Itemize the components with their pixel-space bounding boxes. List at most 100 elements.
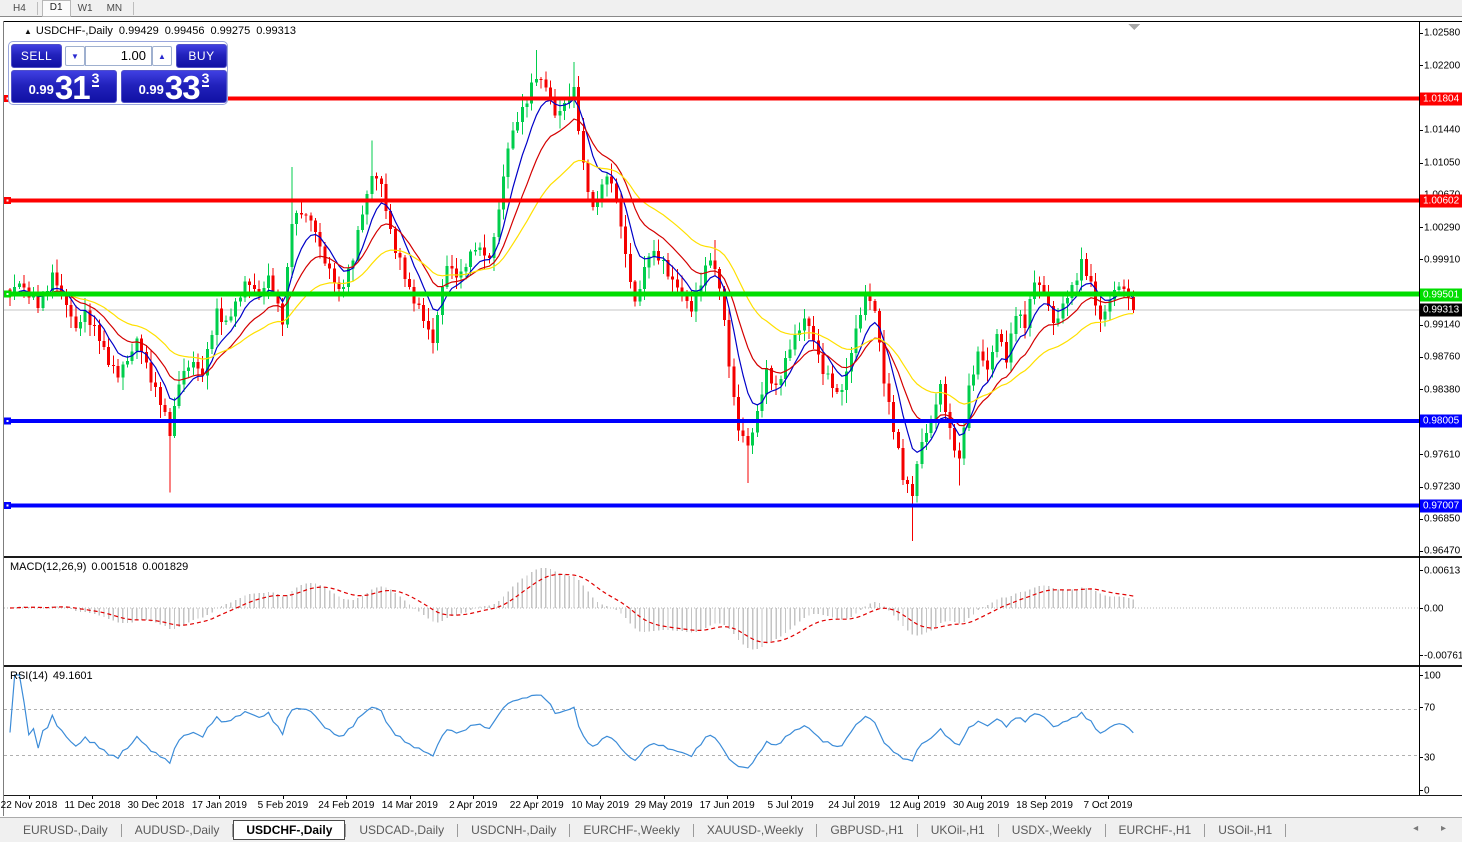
tab-usoil-h1[interactable]: USOil-,H1 [1218,823,1273,837]
date-tick-label: 22 Apr 2019 [509,800,564,811]
timeframe-button-w1[interactable]: W1 [77,2,93,14]
date-axis: 22 Nov 2018 11 Dec 2018 30 Dec 2018 17 Jan … [1,796,1419,816]
chart-top-border [3,21,1462,22]
tab-usdchf-daily[interactable]: USDCHF-,Daily [233,820,346,840]
date-tick-label: 17 Jun 2019 [699,800,755,811]
sell-price-big-digits: 31 [54,68,91,106]
date-tickmark [917,796,919,799]
price-tick-label-tickmark [1420,454,1423,456]
price-tick-label-tickmark [1420,32,1423,34]
date-tickmark [981,796,983,799]
price-tick-label-tickmark [1420,259,1423,261]
date-tickmark [92,796,94,799]
tab-audusd-daily[interactable]: AUDUSD-,Daily [134,823,220,837]
ohlc-high: 0.99456 [164,25,205,37]
collapse-chart-icon[interactable]: ▲ [24,27,32,36]
ohlc-close: 0.99313 [256,25,296,37]
price-tick-label: 1.02200 [1424,60,1461,72]
tab-scroll-arrows-icon[interactable]: ◂ ▸ [1413,823,1456,834]
macd-rsi-divider[interactable] [4,665,1462,667]
price-chart-canvas[interactable] [4,22,1419,556]
timeframe-toolbar: H4 D1 W1 MN [0,0,1462,17]
tab-eurchf-weekly[interactable]: EURCHF-,Weekly [583,823,680,837]
ma-slow-line [9,159,1134,405]
symbol-name: USDCHF-,Daily [35,25,113,37]
price-tick-label: 0.97610 [1424,449,1461,461]
date-tick-label: 17 Jan 2019 [191,800,247,811]
ma-medium-line [9,118,1134,427]
rsi-indicator-canvas[interactable] [4,667,1419,795]
toolbar-separator [133,1,135,15]
price-tick-label-tickmark [1420,324,1423,326]
buy-price-big-digits: 33 [164,68,201,106]
price-tick-label: 1.01050 [1424,157,1461,169]
sell-price-button[interactable]: 0.99 31 3 [11,68,117,106]
hline-price-label: 0.98005 [1420,414,1462,428]
hline-price-label: 0.99501 [1420,288,1462,301]
date-tick-label: 5 Jul 2019 [767,800,814,811]
buy-button[interactable]: BUY [176,44,227,68]
macd-tick-label-tickmark [1420,608,1423,609]
tab-eurusd-daily[interactable]: EURUSD-,Daily [23,823,108,837]
timeframe-button-mn[interactable]: MN [106,2,123,14]
macd-indicator-canvas[interactable] [4,558,1419,665]
macd-tick-label: -0.00761 [1424,650,1462,661]
rsi-tick-label: 30 [1424,752,1436,763]
price-tick-label: 0.99140 [1424,319,1461,331]
tab-separator [916,823,918,837]
tab-separator [1104,823,1106,837]
macd-histogram [13,568,1135,650]
date-tick-label: 10 May 2019 [571,800,630,811]
date-tick-label: 7 Oct 2019 [1083,800,1133,811]
buy-price-button[interactable]: 0.99 33 3 [121,68,227,106]
rsi-tick-label: 0 [1424,785,1430,796]
rsi-line [9,674,1134,769]
volume-increase-icon[interactable]: ▲ [152,46,172,66]
tab-ukoil-h1[interactable]: UKOil-,H1 [930,823,985,837]
price-tick-label: 0.96850 [1424,513,1461,525]
volume-input[interactable]: 1.00 [85,46,152,66]
date-tick-label: 2 Apr 2019 [449,800,498,811]
tab-separator [345,823,347,837]
rsi-tick-label-tickmark [1420,675,1423,676]
rsi-tick-label: 70 [1424,702,1436,713]
tab-usdx-weekly[interactable]: USDX-,Weekly [1011,823,1092,837]
date-tickmark [473,796,475,799]
volume-decrease-icon[interactable]: ▼ [65,46,85,66]
chart-left-border [3,21,4,816]
date-tickmark [409,796,411,799]
tab-usdcnh-daily[interactable]: USDCNH-,Daily [471,823,557,837]
hline-price-label: 1.00602 [1420,194,1462,208]
price-tick-label: 1.01440 [1424,124,1461,136]
timeframe-button-d1[interactable]: D1 [41,0,71,17]
tab-separator [816,823,818,837]
timeframe-button-h4[interactable]: H4 [13,2,26,14]
tab-usdcad-daily[interactable]: USDCAD-,Daily [359,823,445,837]
date-tickmark [600,796,602,799]
price-tick-label-tickmark [1420,486,1423,488]
date-tick-label: 18 Sep 2019 [1016,800,1073,811]
date-tickmark [727,796,729,799]
date-tickmark [29,796,30,799]
buy-price-prefix: 0.99 [138,82,164,97]
chart-tab-bar: EURUSD-,Daily AUDUSD-,Daily USDCHF-,Daily U… [0,817,1462,842]
price-macd-divider[interactable] [4,556,1462,558]
date-tick-label: 11 Dec 2018 [64,800,121,811]
tab-gbpusd-h1[interactable]: GBPUSD-,H1 [830,823,904,837]
tab-eurchf-h1[interactable]: EURCHF-,H1 [1118,823,1192,837]
date-tick-label: 12 Aug 2019 [889,800,946,811]
macd-tick-label-tickmark [1420,570,1423,571]
macd-tick-label: 0.00 [1424,603,1444,614]
tab-separator [457,823,459,837]
rsi-tick-label-tickmark [1420,790,1423,791]
tab-xauusd-weekly[interactable]: XAUUSD-,Weekly [706,823,804,837]
hline-price-label: 0.97007 [1420,499,1462,513]
date-tickmark [536,796,538,799]
price-tick-label-tickmark [1420,518,1423,520]
price-tick-label-tickmark [1420,65,1423,67]
one-click-trade-panel: SELL ▼ 1.00 ▲ BUY 0.99 31 3 0.99 33 3 [8,41,228,105]
sell-button[interactable]: SELL [11,44,62,68]
rsi-bottom-divider [4,795,1462,796]
rsi-tick-label-tickmark [1420,757,1423,758]
